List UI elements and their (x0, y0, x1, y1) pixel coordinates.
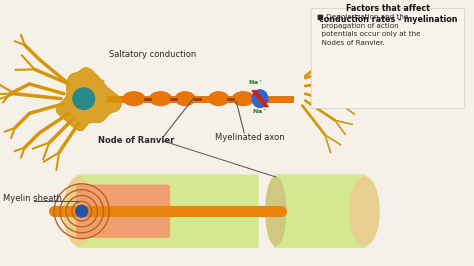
Polygon shape (56, 68, 121, 131)
Ellipse shape (209, 92, 228, 106)
Ellipse shape (150, 92, 171, 106)
Text: Node of Ranvier: Node of Ranvier (99, 136, 175, 145)
Text: Factors that affect
conduction rates - myelination: Factors that affect conduction rates - m… (319, 3, 457, 24)
Text: Na$^+$: Na$^+$ (248, 78, 264, 87)
Ellipse shape (252, 90, 268, 107)
Ellipse shape (73, 88, 94, 109)
Text: ■ Depolarization and the
  propagation of action
  potentials occur only at the
: ■ Depolarization and the propagation of … (317, 14, 421, 46)
FancyBboxPatch shape (77, 185, 169, 237)
Ellipse shape (266, 177, 285, 246)
FancyBboxPatch shape (77, 175, 258, 247)
Text: Saltatory conduction: Saltatory conduction (109, 49, 196, 59)
Circle shape (76, 205, 88, 217)
FancyBboxPatch shape (274, 175, 366, 247)
FancyBboxPatch shape (311, 9, 465, 109)
Text: Myelin sheath: Myelin sheath (3, 194, 62, 203)
Ellipse shape (123, 92, 145, 106)
Text: Na$^+$: Na$^+$ (252, 107, 268, 116)
Ellipse shape (232, 92, 254, 106)
Ellipse shape (175, 92, 195, 106)
Text: Myelinated axon: Myelinated axon (215, 133, 284, 142)
Ellipse shape (64, 177, 93, 246)
Ellipse shape (349, 177, 379, 246)
